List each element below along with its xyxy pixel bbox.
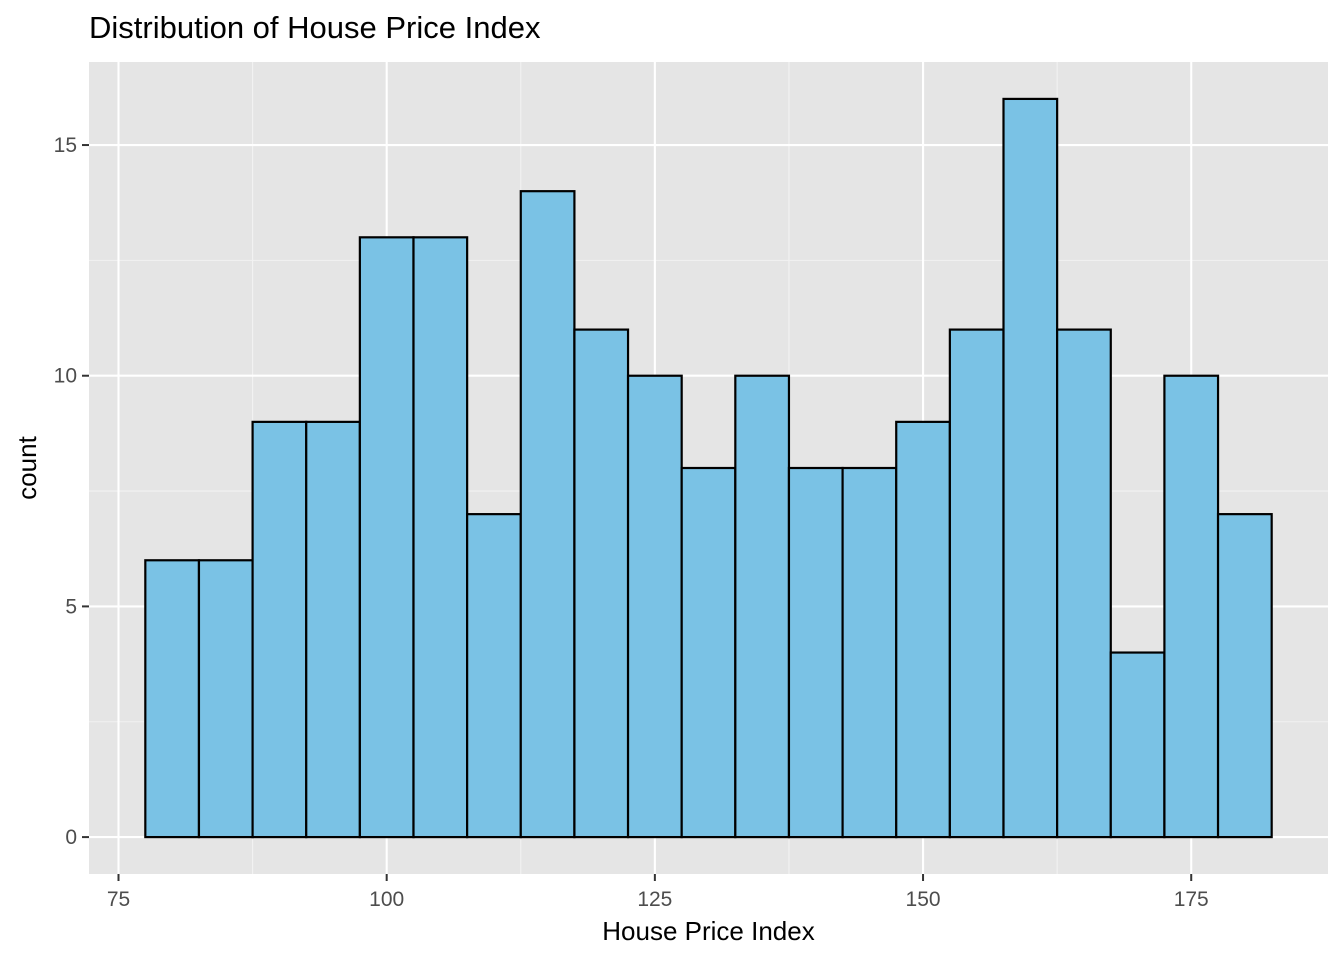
histogram-bar xyxy=(412,236,469,839)
histogram-bar xyxy=(573,328,630,839)
chart-title: Distribution of House Price Index xyxy=(89,10,541,45)
histogram-bar xyxy=(895,420,951,839)
histogram-bar xyxy=(144,559,201,839)
histogram-bar xyxy=(305,420,361,839)
histogram-bar xyxy=(841,466,898,839)
y-axis: 0 5 10 15 xyxy=(54,134,89,849)
x-axis-label: House Price Index xyxy=(602,916,814,946)
histogram-bar xyxy=(680,466,737,839)
histogram-bar xyxy=(519,190,576,839)
histogram-bar xyxy=(948,328,1005,839)
histogram-bar xyxy=(358,236,415,839)
histogram-bar xyxy=(1056,328,1112,839)
x-axis: 75 100 125 150 175 xyxy=(107,874,1209,911)
histogram-bar xyxy=(626,374,683,839)
x-tick-label: 175 xyxy=(1174,888,1209,911)
histogram-bar xyxy=(734,374,791,839)
histogram-bar xyxy=(1002,97,1059,839)
x-tick-label: 150 xyxy=(906,888,941,911)
x-tick-label: 75 xyxy=(107,888,130,911)
histogram-bar xyxy=(466,513,522,839)
histogram-bar xyxy=(787,466,844,839)
x-tick-label: 125 xyxy=(637,888,672,911)
y-tick-label: 5 xyxy=(65,595,77,618)
y-tick-label: 0 xyxy=(65,826,77,849)
histogram-bar xyxy=(1109,651,1166,839)
y-tick-label: 10 xyxy=(54,365,77,388)
histogram-bar xyxy=(1216,513,1273,839)
y-axis-label: count xyxy=(12,435,42,499)
histogram-bar xyxy=(1163,374,1220,839)
y-tick-label: 15 xyxy=(54,134,77,157)
histogram-bar xyxy=(197,559,254,839)
x-tick-label: 100 xyxy=(369,888,404,911)
histogram-bars xyxy=(144,97,1273,839)
histogram-bar xyxy=(251,420,308,839)
